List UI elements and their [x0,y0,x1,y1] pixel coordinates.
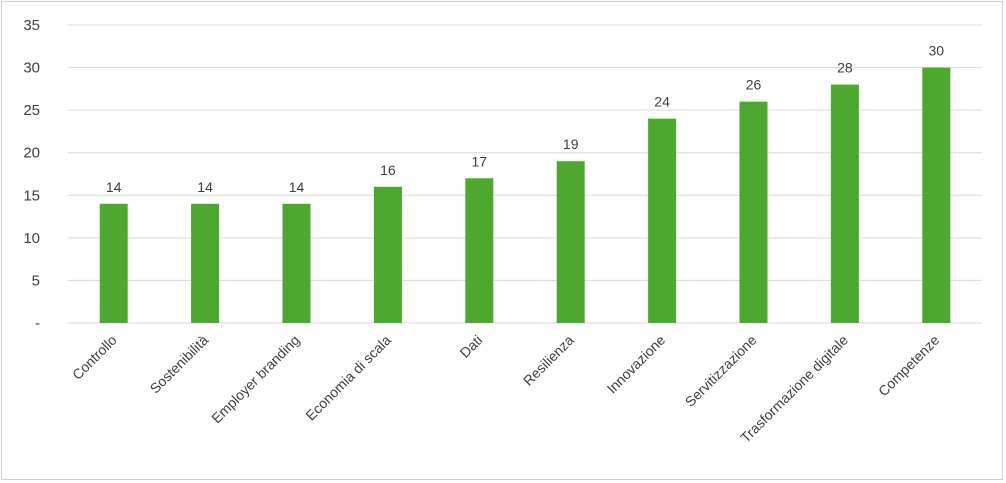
x-tick-label: Competenze [875,332,943,400]
bar [373,186,402,323]
data-label: 26 [746,77,762,93]
x-tick-label: Employer branding [208,332,302,426]
x-tick-label: Servitizzazione [682,332,760,410]
data-label: 19 [563,136,579,152]
data-label: 24 [654,94,670,110]
x-tick-label: Innovazione [604,332,669,397]
gridlines [68,24,982,324]
x-tick-label: Controllo [69,332,120,383]
bar [99,203,128,323]
data-label: 14 [197,179,213,195]
bar [465,178,494,323]
y-tick-label: 25 [23,102,40,119]
bar [648,118,677,324]
y-axis-ticks: - 5 10 15 20 25 30 35 [23,17,40,332]
x-tick-label: Trasformazione digitale [737,332,851,446]
bar [282,203,311,323]
y-tick-label: - [35,315,40,332]
data-label: 14 [106,179,122,195]
x-tick-label: Sostenibilità [147,332,212,397]
data-labels: 14 14 14 16 17 19 24 26 28 30 [106,43,944,195]
bar [556,161,585,323]
data-label: 16 [380,162,396,178]
bar [922,67,951,323]
bar [191,203,220,323]
y-tick-label: 30 [23,60,40,77]
data-label: 28 [837,60,853,76]
data-label: 14 [289,179,305,195]
bar [830,84,859,323]
x-tick-label: Resilienza [520,332,577,389]
x-tick-label: Dati [456,332,485,361]
data-label: 17 [472,153,488,169]
bar [739,101,768,323]
y-tick-label: 15 [23,187,40,204]
y-tick-label: 20 [23,145,40,162]
y-tick-label: 35 [23,17,40,34]
data-label: 30 [929,43,945,59]
y-tick-label: 5 [32,272,40,289]
bars [99,67,951,324]
y-tick-label: 10 [23,230,40,247]
x-tick-label: Economia di scala [302,332,394,424]
